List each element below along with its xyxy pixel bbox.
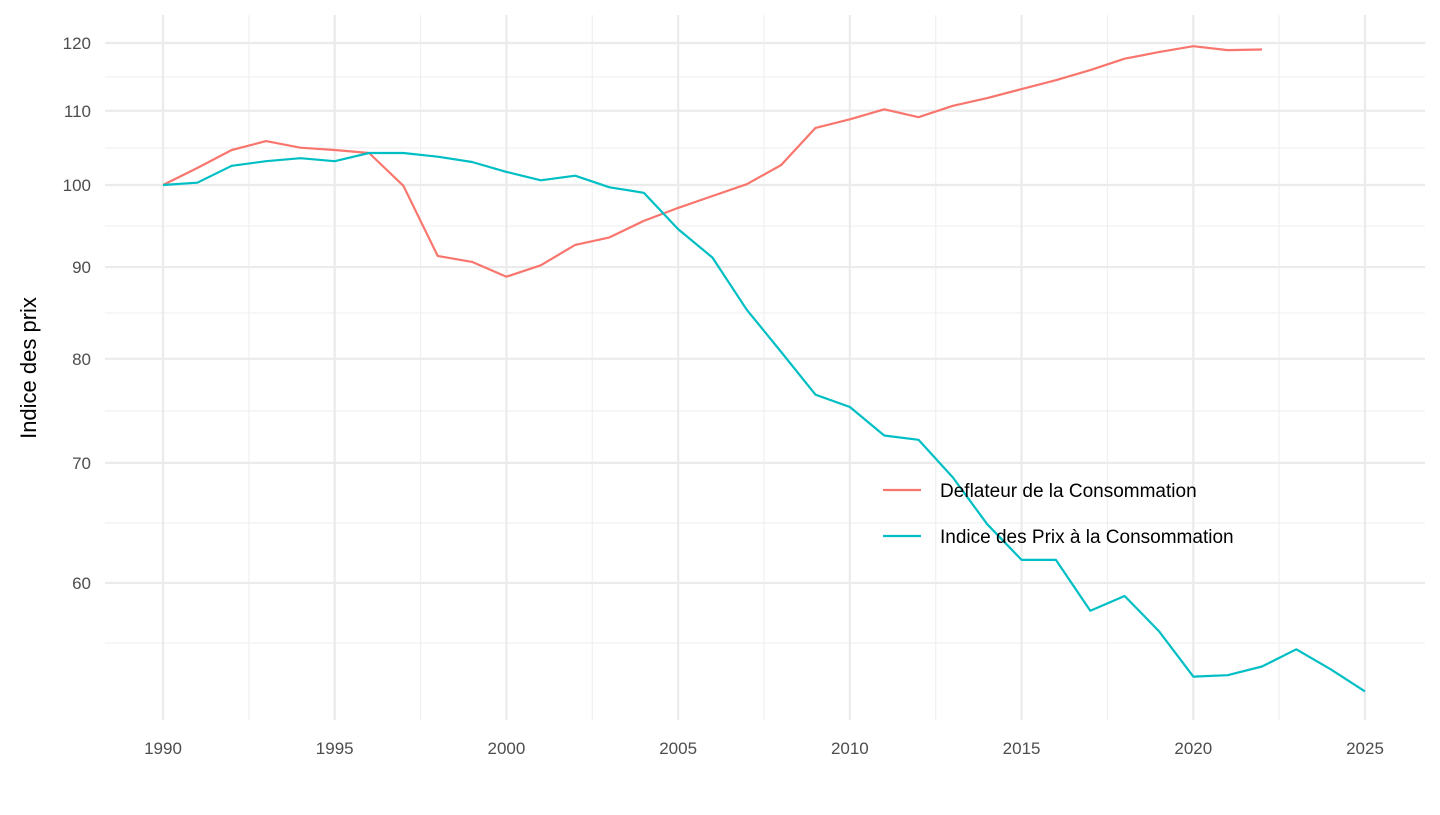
y-tick-label: 120 [63,34,91,53]
y-axis-ticks: 60 70 80 90 100 110 120 [63,34,91,593]
y-tick-label: 60 [72,574,91,593]
x-tick-label: 2015 [1003,739,1041,758]
legend-label: Deflateur de la Consommation [940,481,1197,502]
x-tick-label: 2000 [488,739,526,758]
x-tick-label: 2025 [1346,739,1384,758]
y-tick-label: 100 [63,176,91,195]
x-tick-label: 1990 [144,739,182,758]
series-line-1 [162,151,1366,693]
x-tick-label: 1995 [316,739,354,758]
major-gridlines [105,15,1425,720]
x-tick-label: 2005 [659,739,697,758]
y-axis-label: Indice des prix [16,297,41,439]
x-tick-label: 2020 [1174,739,1212,758]
legend: Deflateur de la Consommation Indice des P… [883,481,1234,548]
minor-gridlines [105,15,1425,720]
x-tick-label: 2010 [831,739,869,758]
y-tick-label: 70 [72,454,91,473]
series-lines [162,45,1366,693]
y-tick-label: 110 [64,102,91,121]
y-tick-label: 80 [72,350,91,369]
y-tick-label: 90 [72,258,91,277]
x-axis-ticks: 1990 1995 2000 2005 2010 2015 2020 2025 [144,739,1384,758]
series-line-0 [162,45,1263,278]
legend-label: Indice des Prix à la Consommation [940,527,1234,548]
